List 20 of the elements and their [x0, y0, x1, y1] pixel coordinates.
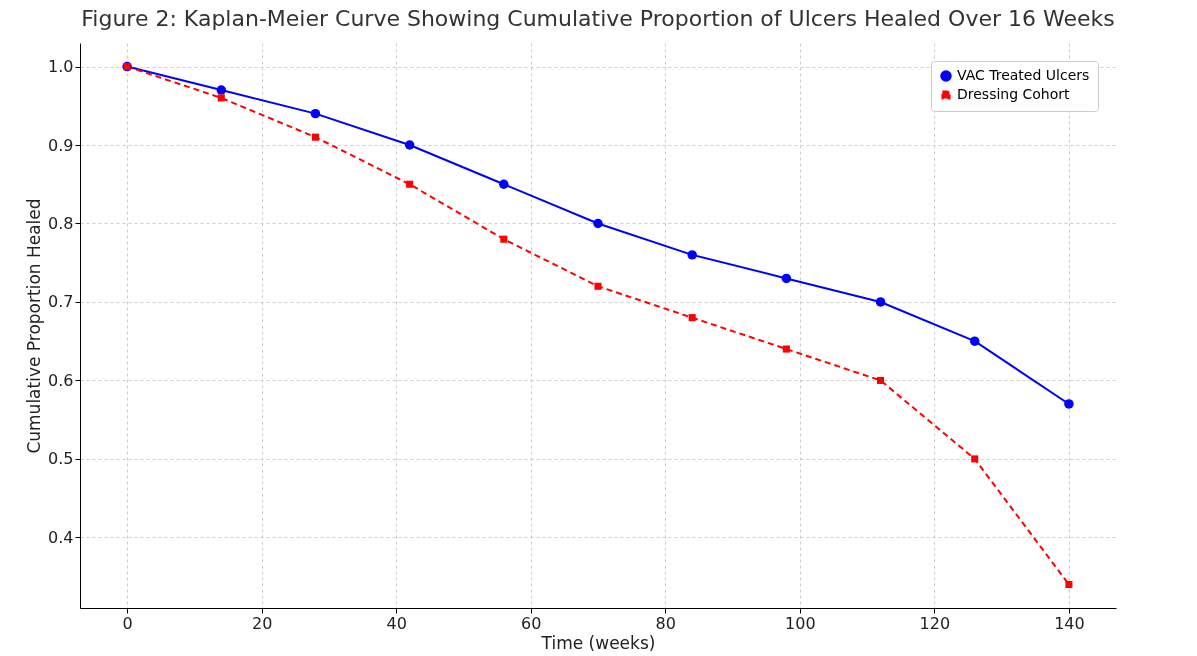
x-tick-label: 40: [386, 613, 407, 633]
y-tick-label: 0.7: [48, 292, 74, 312]
x-tick-label: 60: [521, 613, 542, 633]
x-tick-label: 80: [655, 613, 676, 633]
x-tick-label: 0: [122, 613, 133, 633]
y-tick-label: 0.4: [48, 527, 74, 547]
y-tick-label: 1.0: [48, 57, 74, 77]
x-tick-label: 20: [251, 613, 273, 633]
chart-title: Figure 2: Kaplan-Meier Curve Showing Cumulative Proportion of Ulcers Healed Over 16 Weeks: [81, 6, 1115, 31]
y-tick-label: 0.8: [48, 213, 74, 233]
legend-label: VAC Treated Ulcers: [957, 67, 1090, 83]
x-axis-title: Time (weeks): [540, 632, 656, 653]
legend-label: Dressing Cohort: [957, 86, 1071, 102]
y-axis-title: Cumulative Proportion Healed: [24, 198, 45, 454]
x-tick-label: 100: [785, 613, 816, 633]
y-tick-label: 0.6: [48, 370, 74, 390]
y-tick-label: 0.5: [48, 449, 74, 469]
x-tick-label: 140: [1054, 613, 1085, 633]
y-tick-label: 0.9: [48, 135, 74, 155]
x-tick-label: 120: [919, 613, 951, 633]
